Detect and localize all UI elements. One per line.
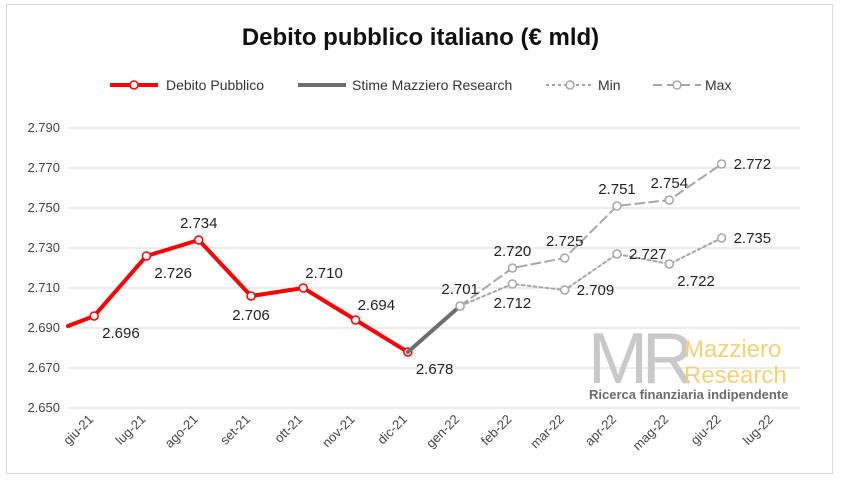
chart-title: Debito pubblico italiano (€ mld) [241, 24, 600, 51]
data-label: 2.701 [441, 281, 479, 298]
x-tick-label: dic-21 [374, 412, 410, 448]
data-label: 2.751 [598, 181, 636, 198]
x-tick-label: apr-22 [582, 412, 619, 449]
data-label: 2.712 [494, 295, 532, 312]
legend-label: Min [598, 77, 621, 93]
chart-frame [6, 4, 833, 474]
data-point-marker [612, 201, 622, 211]
x-tick-label: ott-21 [271, 412, 305, 446]
x-tick-label: mag-22 [630, 412, 672, 454]
x-tick-label: lug-21 [112, 412, 148, 448]
data-point-marker [716, 233, 727, 243]
data-label: 2.722 [677, 273, 715, 290]
data-point-marker [455, 301, 465, 311]
series-line-min [459, 237, 723, 307]
series-line-debito-pubblico [66, 238, 410, 354]
x-tick-label: ago-21 [162, 412, 201, 451]
data-point-marker [559, 285, 570, 295]
y-tick-label: 2.770 [27, 160, 60, 175]
data-point-marker [350, 315, 361, 325]
data-label: 2.678 [416, 361, 454, 378]
y-tick-label: 2.730 [27, 240, 60, 255]
y-tick-label: 2.690 [27, 320, 60, 335]
x-tick-label: set-21 [217, 412, 253, 448]
data-label: 2.772 [734, 156, 772, 173]
legend-label: Stime Mazziero Research [352, 77, 512, 93]
data-label: 2.696 [102, 325, 140, 342]
data-point-marker [559, 253, 570, 263]
data-point-marker [298, 283, 309, 293]
x-axis-ticks: giu-21 lug-21 ago-21 set-21 ott-21 nov-21 dic-… [60, 412, 776, 454]
data-point-marker [664, 195, 675, 205]
x-tick-label: feb-22 [478, 412, 515, 449]
y-tick-label: 2.750 [27, 200, 60, 215]
data-label: 2.706 [232, 307, 270, 324]
x-tick-label: nov-21 [319, 412, 358, 451]
data-point-marker [664, 259, 675, 269]
y-axis-ticks: 2.650 2.670 2.690 2.710 2.730 2.750 2.770 2.790 [27, 120, 60, 415]
legend-marker [672, 80, 682, 90]
watermark-brand-line2: Research [684, 362, 787, 389]
data-labels: 2.696 2.726 2.734 2.706 2.710 2.694 2.678 2.701… [102, 156, 771, 378]
watermark-logo-letters: MR [588, 319, 691, 399]
legend: Debito Pubblico Stime Mazziero Research Mi… [110, 77, 731, 93]
y-tick-label: 2.650 [27, 400, 60, 415]
x-tick-label: lug-22 [740, 412, 776, 448]
data-label: 2.710 [305, 265, 343, 282]
series-line-stime-mazziero-research [405, 304, 463, 354]
watermark-brand-line1: Mazziero [684, 336, 781, 363]
data-label: 2.725 [546, 233, 584, 250]
data-point-marker [89, 311, 99, 321]
legend-label: Max [705, 77, 731, 93]
mazziero-research-watermark: MR Mazziero Research Ricerca finanziaria… [588, 319, 788, 402]
data-point-marker [193, 235, 204, 245]
x-tick-label: gen-22 [423, 412, 462, 451]
data-label: 2.720 [494, 243, 532, 260]
data-label: 2.734 [180, 215, 218, 232]
y-tick-label: 2.790 [27, 120, 60, 135]
data-label: 2.709 [577, 282, 615, 299]
x-tick-label: mar-22 [527, 412, 567, 452]
data-label: 2.727 [629, 246, 667, 263]
data-label: 2.754 [651, 175, 689, 192]
series-lines [66, 159, 727, 357]
x-tick-label: giu-22 [688, 412, 724, 448]
legend-marker [129, 80, 139, 90]
watermark-tagline: Ricerca finanziaria indipendente [589, 387, 788, 402]
data-point-marker [507, 263, 518, 273]
legend-label: Debito Pubblico [166, 77, 264, 93]
legend-marker [565, 80, 575, 90]
y-tick-label: 2.710 [27, 280, 60, 295]
data-point-marker [612, 249, 622, 259]
series-line-max [459, 163, 723, 307]
data-label: 2.735 [734, 230, 772, 247]
data-point-marker [507, 279, 518, 289]
data-point-marker [716, 159, 727, 169]
y-tick-label: 2.670 [27, 360, 60, 375]
data-point-marker [246, 291, 256, 301]
x-tick-label: giu-21 [60, 412, 96, 448]
data-label: 2.726 [154, 265, 192, 282]
data-label: 2.694 [358, 297, 396, 314]
data-point-marker [141, 251, 152, 261]
